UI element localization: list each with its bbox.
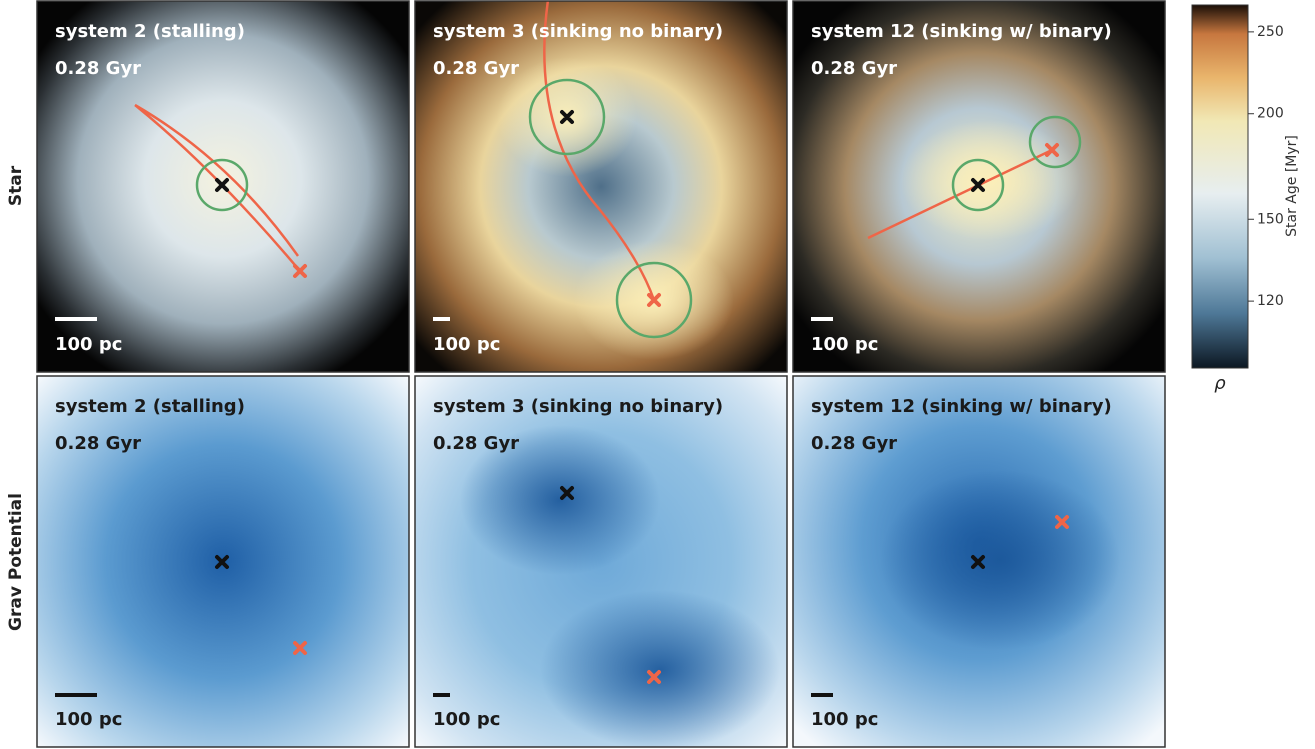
scale-label: 100 pc [55,334,122,355]
circles [195,78,1082,339]
row-label: Star [6,165,26,206]
scale-label: 100 pc [811,709,878,730]
panel-title: system 12 (sinking w/ binary) [811,21,1112,42]
scale-label: 100 pc [433,709,500,730]
colorbar-tick-label: 150 [1257,211,1284,227]
scale-bars [55,317,833,697]
panel-title: system 3 (sinking no binary) [433,21,723,42]
panel-time: 0.28 Gyr [811,433,897,454]
panel-title: system 2 (stalling) [55,396,245,417]
scale-label: 100 pc [55,709,122,730]
markers [215,110,1069,684]
row-label: Grav Potential [6,493,26,631]
panel-title: system 3 (sinking no binary) [433,396,723,417]
colorbar [1191,4,1249,369]
panel-backgrounds [37,1,1165,747]
scale-label: 100 pc [433,334,500,355]
colorbar-tick-label: 200 [1257,106,1284,122]
panel-time: 0.28 Gyr [433,433,519,454]
panel-time: 0.28 Gyr [433,58,519,79]
colorbar-tick-label: 250 [1257,24,1284,40]
panel-title: system 12 (sinking w/ binary) [811,396,1112,417]
colorbar-label: Star Age [Myr] [1284,135,1300,237]
panel-time: 0.28 Gyr [55,58,141,79]
panel-frames [36,0,1166,748]
scale-label: 100 pc [811,334,878,355]
panel-title: system 2 (stalling) [55,21,245,42]
panel-time: 0.28 Gyr [55,433,141,454]
panel-time: 0.28 Gyr [811,58,897,79]
colorbar-tick-label: 120 [1257,293,1284,309]
colorbar-sublabel: ρ [1214,373,1226,394]
